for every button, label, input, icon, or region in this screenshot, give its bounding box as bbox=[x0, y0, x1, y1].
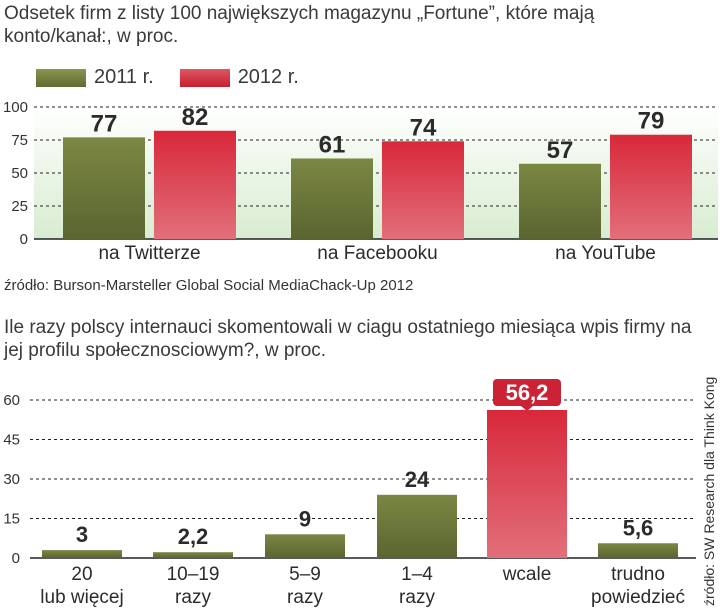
x-category-label: razy bbox=[399, 587, 435, 608]
legend-label-2011: 2011 r. bbox=[94, 66, 154, 88]
data-label: 79 bbox=[638, 108, 665, 135]
legend-swatch-2011 bbox=[36, 68, 86, 87]
legend-item-2012: 2012 r. bbox=[179, 66, 299, 89]
bar-2012 bbox=[154, 130, 236, 239]
bar-2012 bbox=[382, 141, 464, 239]
bar-2011 bbox=[291, 158, 373, 239]
data-label: 82 bbox=[182, 104, 209, 131]
bar bbox=[598, 543, 678, 558]
x-category-label: 10–19 bbox=[167, 564, 220, 585]
data-label: 74 bbox=[410, 114, 437, 141]
bar bbox=[377, 494, 457, 558]
chart2-title: Ile razy polscy internauci skomentowali … bbox=[4, 317, 692, 361]
data-label: 2,2 bbox=[178, 524, 209, 549]
bar-2011 bbox=[519, 163, 601, 239]
y-tick-label: 25 bbox=[11, 198, 28, 215]
bar bbox=[42, 550, 122, 558]
y-tick-label: 15 bbox=[3, 511, 20, 528]
data-label: 3 bbox=[76, 522, 88, 547]
x-category-label: 5–9 bbox=[289, 564, 321, 585]
y-tick-label: 50 bbox=[11, 165, 28, 182]
bar bbox=[153, 552, 233, 558]
chart1-plot: 0 25 50 75 100 77 82 na Twitterze 61 74 na Faceboo… bbox=[3, 99, 718, 264]
source-note-top: źródło: Burson-Marsteller Global Social … bbox=[4, 277, 414, 294]
bar-2012 bbox=[610, 134, 692, 239]
legend-swatch-2012 bbox=[179, 68, 230, 87]
y-tick-label: 75 bbox=[11, 132, 28, 149]
x-category-label: 20 bbox=[71, 564, 92, 585]
x-category-label: wcale bbox=[502, 564, 552, 585]
chart1-title: Odsetek firm z listy 100 największych ma… bbox=[4, 3, 595, 47]
chart1-legend: 2011 r. 2012 r. bbox=[36, 66, 325, 89]
data-label: 24 bbox=[405, 467, 430, 492]
x-category-label: na YouTube bbox=[555, 243, 656, 264]
x-category-label: na Twitterze bbox=[98, 243, 200, 264]
data-label: 9 bbox=[299, 506, 311, 531]
x-category-label: trudno bbox=[611, 564, 665, 585]
data-label-badge-pointer bbox=[521, 406, 533, 412]
data-label: 61 bbox=[319, 131, 346, 158]
bar bbox=[487, 410, 567, 558]
legend-label-2012: 2012 r. bbox=[237, 66, 299, 88]
x-category-label: na Facebooku bbox=[317, 243, 437, 264]
data-label-badge bbox=[493, 379, 561, 407]
y-tick-label: 0 bbox=[20, 231, 28, 248]
y-tick-label: 100 bbox=[3, 99, 28, 116]
y-tick-label: 60 bbox=[3, 392, 20, 409]
bar bbox=[265, 534, 345, 558]
y-tick-label: 30 bbox=[3, 471, 20, 488]
y-tick-label: 0 bbox=[12, 550, 20, 567]
x-category-label: 1–4 bbox=[401, 564, 433, 585]
legend-item-2011: 2011 r. bbox=[36, 66, 154, 89]
data-label: 56,2 bbox=[506, 380, 549, 405]
y-tick-label: 45 bbox=[3, 432, 20, 449]
x-category-label: lub więcej bbox=[40, 587, 123, 608]
x-category-label: razy bbox=[175, 587, 211, 608]
source-note-side: źródło: SW Research dla Think Kong bbox=[701, 376, 717, 606]
x-category-label: razy bbox=[287, 587, 323, 608]
bar-2011 bbox=[63, 137, 145, 239]
x-category-label: powiedzieć bbox=[591, 587, 685, 608]
data-label: 77 bbox=[91, 110, 118, 137]
data-label: 5,6 bbox=[623, 515, 654, 540]
data-label: 57 bbox=[547, 137, 574, 164]
